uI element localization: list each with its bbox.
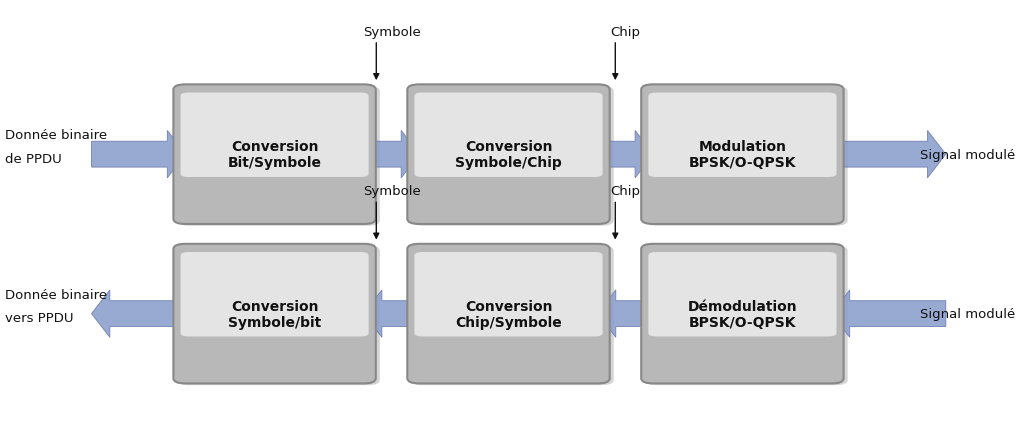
Text: Donnée binaire: Donnée binaire	[5, 288, 107, 301]
Text: Chip: Chip	[610, 185, 641, 198]
Text: Démodulation
BPSK/O-QPSK: Démodulation BPSK/O-QPSK	[687, 299, 797, 329]
FancyBboxPatch shape	[649, 252, 836, 337]
Polygon shape	[92, 131, 186, 178]
Text: Donnée binaire: Donnée binaire	[5, 129, 107, 142]
Text: Conversion
Bit/Symbole: Conversion Bit/Symbole	[228, 140, 321, 170]
FancyBboxPatch shape	[407, 85, 609, 224]
FancyBboxPatch shape	[411, 87, 613, 226]
Polygon shape	[832, 131, 946, 178]
FancyBboxPatch shape	[181, 93, 369, 178]
FancyBboxPatch shape	[415, 252, 602, 337]
FancyBboxPatch shape	[407, 244, 609, 384]
Polygon shape	[832, 290, 946, 338]
Polygon shape	[598, 131, 654, 178]
FancyBboxPatch shape	[181, 252, 369, 337]
FancyBboxPatch shape	[173, 244, 376, 384]
FancyBboxPatch shape	[173, 85, 376, 224]
FancyBboxPatch shape	[178, 87, 380, 226]
Text: Signal modulé: Signal modulé	[919, 307, 1015, 320]
FancyBboxPatch shape	[649, 93, 836, 178]
Polygon shape	[598, 290, 654, 338]
Text: Symbole: Symbole	[363, 185, 420, 198]
Text: Symbole: Symbole	[363, 26, 420, 39]
FancyBboxPatch shape	[641, 244, 843, 384]
FancyBboxPatch shape	[641, 85, 843, 224]
Polygon shape	[364, 131, 420, 178]
FancyBboxPatch shape	[178, 246, 380, 385]
Text: Conversion
Symbole/Chip: Conversion Symbole/Chip	[456, 140, 561, 170]
FancyBboxPatch shape	[411, 246, 613, 385]
Text: Modulation
BPSK/O-QPSK: Modulation BPSK/O-QPSK	[689, 140, 796, 170]
Polygon shape	[92, 290, 186, 338]
Text: Conversion
Chip/Symbole: Conversion Chip/Symbole	[456, 299, 561, 329]
FancyBboxPatch shape	[645, 87, 847, 226]
Text: de PPDU: de PPDU	[5, 153, 62, 166]
Text: Chip: Chip	[610, 26, 641, 39]
FancyBboxPatch shape	[645, 246, 847, 385]
Text: vers PPDU: vers PPDU	[5, 312, 73, 325]
FancyBboxPatch shape	[415, 93, 602, 178]
Text: Conversion
Symbole/bit: Conversion Symbole/bit	[228, 299, 321, 329]
Text: Signal modulé: Signal modulé	[919, 148, 1015, 161]
Polygon shape	[364, 290, 420, 338]
